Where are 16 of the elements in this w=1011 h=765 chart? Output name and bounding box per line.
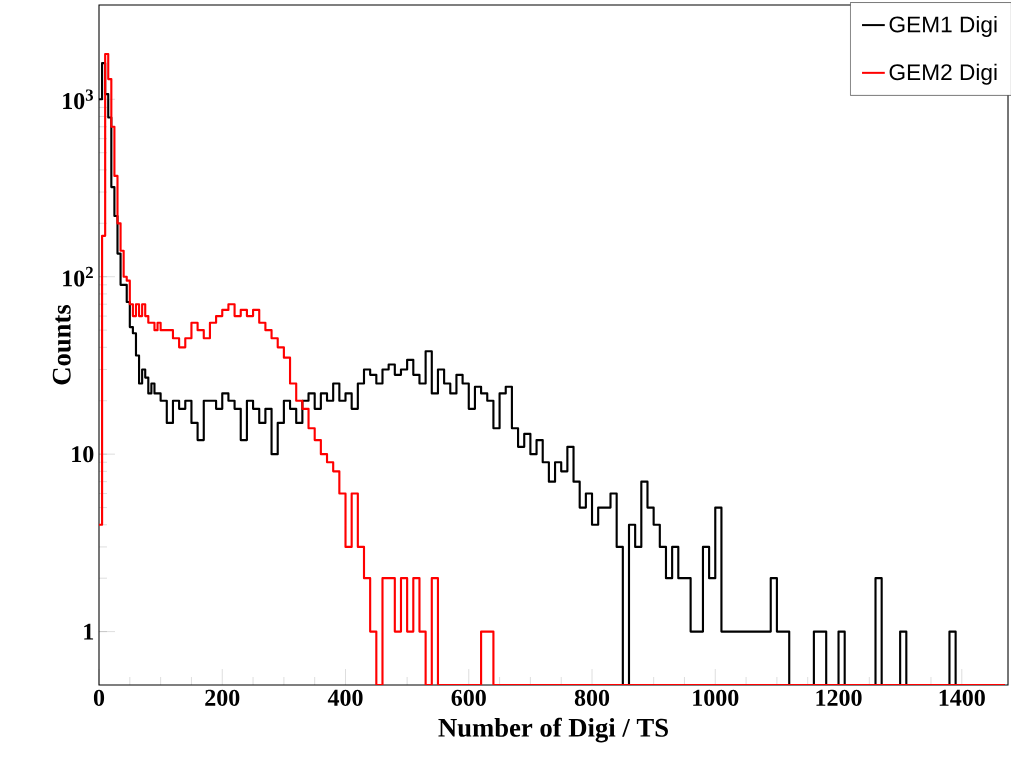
legend-label: GEM1 Digi	[889, 15, 997, 38]
y-tick-label: 10$^{2}$	[63, 266, 93, 287]
x-tick-label: 1200	[816, 689, 862, 706]
x-tick-label: 1000	[693, 689, 739, 706]
y-tick-label: 1	[84, 623, 94, 640]
x-tick-label: 200	[205, 689, 240, 706]
x-tick-label: 600	[451, 689, 486, 706]
x-tick-label: 800	[574, 689, 610, 706]
x-tick-label: 0	[93, 689, 105, 706]
x-tick-label: 1400	[939, 689, 985, 706]
x-axis-title: Number of Digi / TS	[438, 717, 668, 743]
y-axis-title: Counts	[52, 304, 71, 385]
y-tick-label: 10$^{3}$	[63, 89, 94, 110]
legend-label: GEM2 Digi	[889, 63, 997, 85]
x-tick-label: 400	[327, 689, 363, 706]
y-tick-label: 10	[72, 446, 94, 463]
